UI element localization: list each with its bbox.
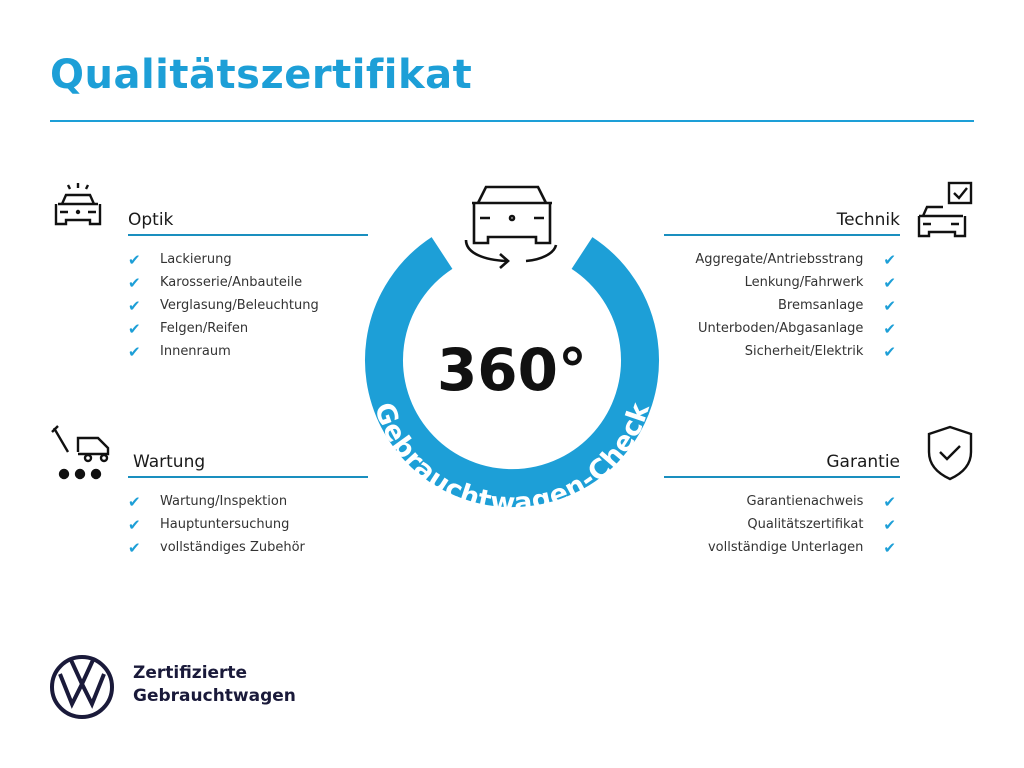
ring-arc [365,237,659,508]
car-check-icon [917,181,973,238]
check-icon: ✔ [883,538,896,557]
list-item: ✔ Unterboden/Abgasanlage [697,319,896,338]
list-item: ✔ Garantienachweis [746,492,896,511]
check-icon: ✔ [128,538,141,557]
section-technik: Technik ✔ Aggregate/Antriebsstrang ✔ Lenku… [664,210,900,363]
section-heading: Technik [664,210,900,236]
check-icon: ✔ [883,296,896,315]
list-item: ✔ Hauptuntersuchung [128,515,290,534]
check-icon: ✔ [128,250,141,269]
section-garantie: Garantie ✔ Garantienachweis ✔ Qualitätszer… [664,452,900,559]
vw-logo [50,655,114,719]
list-item: ✔ Verglasung/Beleuchtung [128,296,319,315]
section-heading: Optik [128,210,368,236]
brand-text: Zertifizierte Gebrauchtwagen [133,663,296,706]
check-icon: ✔ [883,492,896,511]
section-heading: Garantie [664,452,900,478]
list-item: ✔ Karosserie/Anbauteile [128,273,303,292]
page-title: Qualitätszertifikat [50,52,473,98]
section-heading: Wartung [128,452,368,478]
list-item: ✔ Innenraum [128,342,231,361]
car-rotate-icon [464,185,558,269]
list-item: ✔ Wartung/Inspektion [128,492,288,511]
list-item: ✔ vollständiges Zubehör [128,538,305,557]
check-icon: ✔ [883,250,896,269]
list-item: ✔ Lackierung [128,250,232,269]
list-item: ✔ Aggregate/Antriebsstrang [695,250,896,269]
list-item: ✔ Qualitätszertifikat [747,515,896,534]
list-item: ✔ Bremsanlage [777,296,896,315]
car-lights-icon [54,183,102,226]
check-icon: ✔ [128,342,141,361]
check-icon: ✔ [128,492,141,511]
check-icon: ✔ [128,296,141,315]
list-item: ✔ Lenkung/Fahrwerk [744,273,896,292]
check-icon: ✔ [128,273,141,292]
section-optik: Optik ✔ Lackierung ✔ Karosserie/Anbauteile… [128,210,368,363]
check-icon: ✔ [883,515,896,534]
shield-check-icon [927,425,973,481]
degrees-label: 360° [437,336,587,404]
list-item: ✔ vollständige Unterlagen [707,538,896,557]
check-icon: ✔ [128,515,141,534]
title-divider [50,120,974,122]
section-wartung: Wartung ✔ Wartung/Inspektion ✔ Hauptunters… [128,452,368,559]
service-tool-icon [51,425,110,480]
check-icon: ✔ [128,319,141,338]
check-icon: ✔ [883,342,896,361]
list-item: ✔ Felgen/Reifen [128,319,249,338]
check-icon: ✔ [883,319,896,338]
check-icon: ✔ [883,273,896,292]
list-item: ✔ Sicherheit/Elektrik [744,342,896,361]
